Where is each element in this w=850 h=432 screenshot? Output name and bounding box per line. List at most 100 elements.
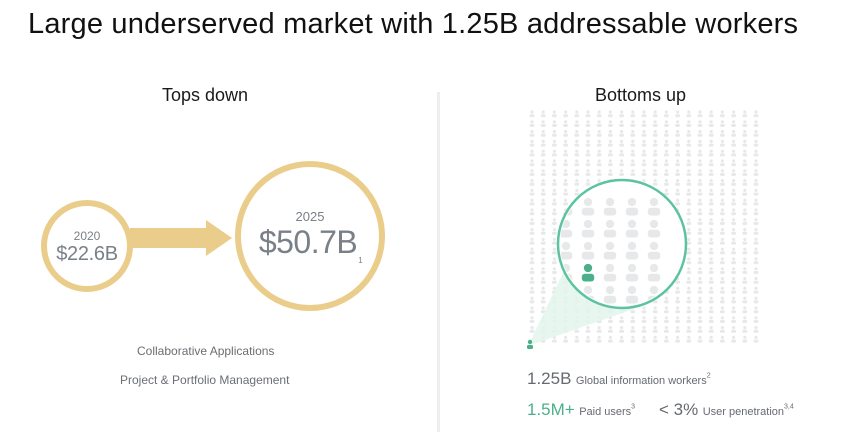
person-icon [720, 247, 725, 255]
person-icon [585, 130, 591, 137]
person-icon [641, 169, 647, 176]
person-icon [552, 139, 557, 147]
person-icon [596, 139, 602, 147]
person-icon [697, 179, 703, 186]
person-icon [697, 159, 703, 167]
person-icon [529, 257, 535, 265]
stat-paid-label: Paid users [579, 406, 632, 418]
person-icon [686, 237, 692, 245]
person-icon [675, 188, 680, 196]
person-icon [697, 120, 703, 127]
person-icon [675, 159, 680, 167]
person-icon [529, 326, 535, 333]
person-icon [731, 110, 736, 118]
person-icon [563, 198, 568, 206]
magnifier-lens [556, 178, 688, 310]
person-icon [708, 247, 714, 255]
person-icon [742, 139, 748, 147]
person-icon [585, 120, 591, 127]
person-icon [540, 130, 546, 137]
person-icon [742, 149, 748, 157]
person-icon [742, 159, 748, 167]
person-icon [720, 169, 725, 176]
person-icon [753, 326, 759, 333]
person-icon [720, 149, 725, 157]
person-icon [563, 179, 568, 186]
person-icon [731, 277, 736, 284]
person-icon [664, 149, 669, 157]
person-icon [664, 306, 669, 314]
person-icon [540, 198, 546, 206]
person-icon [619, 120, 624, 127]
person-icon [630, 149, 636, 157]
person-icon [686, 296, 692, 304]
person-icon [742, 296, 748, 304]
person-icon [619, 335, 624, 343]
person-icon [686, 257, 692, 265]
person-icon [731, 149, 736, 157]
person-icon [563, 130, 568, 137]
person-icon [625, 219, 639, 238]
person-icon [720, 316, 725, 323]
market-2025-year: 2025 [295, 209, 325, 225]
person-icon [753, 208, 759, 216]
person-icon [641, 159, 647, 167]
person-icon [625, 241, 639, 260]
person-icon [742, 110, 748, 118]
person-icon [664, 110, 669, 118]
person-icon [742, 208, 748, 216]
person-icon [708, 169, 714, 176]
person-icon [596, 149, 602, 157]
stat-global-workers: 1.25B Global information workers2 [527, 369, 711, 389]
person-icon [664, 179, 669, 186]
person-icon [630, 120, 636, 127]
person-icon [608, 335, 613, 343]
person-icon [596, 159, 602, 167]
slide-title: Large underserved market with 1.25B addr… [28, 8, 799, 40]
person-icon [574, 159, 580, 167]
stat-user-penetration: < 3% User penetration3,4 [659, 400, 794, 420]
person-icon [529, 306, 535, 314]
person-icon [697, 286, 703, 294]
person-icon [608, 169, 613, 176]
person-icon [552, 257, 557, 265]
person-icon [708, 326, 714, 333]
person-icon [529, 277, 535, 284]
person-icon [540, 296, 546, 304]
person-icon [529, 120, 535, 127]
person-icon [552, 110, 557, 118]
person-icon [563, 188, 568, 196]
person-icon [697, 316, 703, 323]
person-icon [529, 188, 535, 196]
person-icon [630, 110, 636, 118]
person-icon [675, 139, 680, 147]
person-icon [603, 197, 617, 216]
person-icon [686, 316, 692, 323]
person-icon [560, 219, 573, 238]
person-icon [563, 139, 568, 147]
person-icon [720, 306, 725, 314]
person-icon [697, 228, 703, 235]
person-icon [697, 130, 703, 137]
person-icon [652, 335, 658, 343]
person-icon [697, 267, 703, 274]
person-icon [708, 228, 714, 235]
person-icon [731, 218, 736, 225]
person-icon [708, 208, 714, 216]
person-icon [686, 139, 692, 147]
person-icon [563, 169, 568, 176]
person-icon [731, 228, 736, 235]
person-icon [652, 110, 658, 118]
person-icon [742, 120, 748, 127]
person-icon [720, 120, 725, 127]
person-icon [742, 316, 748, 323]
person-icon [540, 169, 546, 176]
person-icon [619, 169, 624, 176]
person-icon [540, 110, 546, 118]
person-icon [552, 169, 557, 176]
stat-workers-footnote: 2 [706, 372, 711, 380]
person-icon [529, 237, 535, 245]
person-icon [563, 120, 568, 127]
person-icon [697, 139, 703, 147]
person-icon [753, 277, 759, 284]
